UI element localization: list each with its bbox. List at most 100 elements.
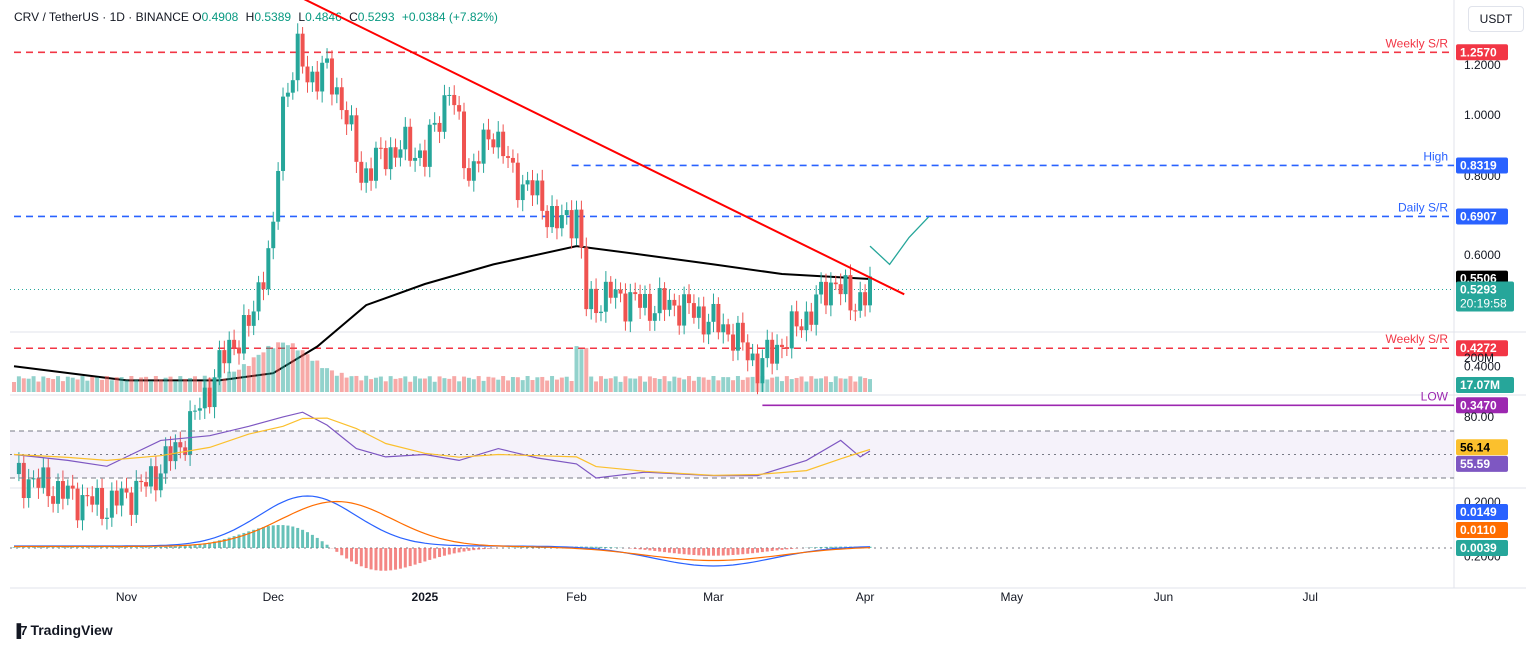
candle-body bbox=[520, 184, 525, 201]
candle-body bbox=[647, 293, 652, 321]
candle-body bbox=[36, 478, 41, 488]
descending-trendline bbox=[303, 0, 905, 296]
volume-bar bbox=[310, 360, 315, 392]
rsi-ma-tag bbox=[1456, 439, 1508, 456]
candle-body bbox=[789, 311, 794, 349]
volume-bar bbox=[652, 378, 657, 392]
chart-header: CRV / TetherUS · 1D · BINANCE O0.4908 H0… bbox=[14, 10, 498, 24]
macd-line bbox=[14, 495, 871, 567]
macd-histogram-bar bbox=[770, 548, 774, 551]
volume-bar bbox=[486, 376, 491, 392]
candle-body bbox=[799, 326, 804, 331]
macd-histogram-bar bbox=[521, 547, 525, 548]
candle-body bbox=[652, 313, 657, 321]
candle-body bbox=[823, 281, 828, 306]
volume-bar bbox=[237, 369, 242, 392]
macd-histogram-bar bbox=[227, 537, 231, 548]
macd-histogram-bar bbox=[208, 542, 212, 548]
volume-bar bbox=[437, 376, 442, 392]
macd-histogram-bar bbox=[354, 548, 358, 565]
candle-body bbox=[129, 492, 134, 515]
macd-histogram-bar bbox=[609, 547, 613, 548]
macd-histogram-bar bbox=[653, 548, 657, 551]
candle-body bbox=[114, 490, 119, 506]
volume-bar bbox=[197, 381, 202, 392]
candle-body bbox=[589, 288, 594, 310]
volume-bar bbox=[246, 365, 251, 392]
volume-bar bbox=[603, 378, 608, 392]
volume-bar bbox=[462, 376, 467, 392]
macd-histogram-bar bbox=[66, 547, 70, 548]
candle-body bbox=[178, 442, 183, 448]
volume-bar bbox=[628, 378, 633, 392]
volume-bar bbox=[481, 380, 486, 392]
volume-bar bbox=[594, 381, 599, 392]
macd-histogram-bar bbox=[442, 548, 446, 556]
volume-bar bbox=[858, 376, 863, 392]
volume-bar bbox=[124, 380, 129, 392]
volume-value: 17.07M bbox=[1460, 378, 1500, 392]
volume-bar bbox=[457, 381, 462, 392]
macd-histogram-bar bbox=[682, 548, 686, 555]
high-value: 0.5389 bbox=[254, 10, 292, 24]
volume-bar bbox=[755, 380, 760, 392]
macd-histogram-bar bbox=[17, 547, 21, 548]
candle-body bbox=[276, 170, 281, 222]
candle-body bbox=[237, 347, 242, 354]
macd-histogram-bar bbox=[51, 547, 55, 548]
candle-body bbox=[770, 339, 775, 364]
candle-body bbox=[339, 87, 344, 111]
volume-bar bbox=[868, 379, 872, 392]
volume-bar bbox=[476, 376, 481, 392]
macd-histogram-group bbox=[12, 525, 872, 571]
macd-histogram-bar bbox=[252, 529, 256, 548]
macd-histogram-bar bbox=[71, 547, 75, 548]
candle-body bbox=[26, 479, 31, 499]
candle-body bbox=[119, 488, 124, 506]
candle-body bbox=[701, 306, 706, 335]
candle-body bbox=[569, 210, 574, 239]
candle-body bbox=[828, 282, 833, 306]
macd-histogram-bar bbox=[159, 546, 163, 548]
candle-body bbox=[457, 105, 462, 112]
macd-histogram-bar bbox=[457, 548, 461, 553]
candle-body bbox=[310, 71, 315, 83]
volume-bar bbox=[65, 376, 70, 392]
candle-body bbox=[70, 485, 75, 489]
volume-bar bbox=[540, 376, 545, 392]
macd-histogram-bar bbox=[775, 548, 779, 551]
candle-body bbox=[476, 161, 481, 164]
volume-bar bbox=[114, 377, 119, 392]
candle-body bbox=[344, 110, 349, 125]
volume-bar bbox=[814, 378, 819, 392]
candle-body bbox=[95, 487, 100, 505]
macd-histogram-bar bbox=[350, 548, 354, 562]
macd-histogram-bar bbox=[56, 547, 60, 548]
candle-body bbox=[403, 126, 408, 150]
rsi-ma-line bbox=[13, 417, 871, 476]
volume-bar bbox=[369, 379, 374, 392]
volume-bar bbox=[119, 377, 124, 392]
volume-bar bbox=[315, 360, 320, 392]
volume-bar bbox=[452, 376, 457, 392]
candle-body bbox=[104, 517, 109, 519]
volume-bar bbox=[388, 376, 393, 392]
macd-signal-value: 0.0110 bbox=[1460, 523, 1496, 537]
candle-body bbox=[657, 288, 662, 314]
volume-bar bbox=[662, 376, 667, 392]
candle-body bbox=[373, 147, 378, 181]
volume-bar bbox=[163, 377, 168, 392]
volume-bar bbox=[104, 376, 109, 392]
change-value: +0.0384 (+7.82%) bbox=[401, 10, 498, 24]
candle-body bbox=[838, 284, 843, 295]
time-axis-label: May bbox=[1001, 590, 1024, 604]
macd-histogram-bar bbox=[516, 547, 520, 548]
macd-histogram-bar bbox=[829, 546, 833, 548]
candle-body bbox=[16, 462, 21, 475]
price-tick-label: 0.6000 bbox=[1464, 248, 1501, 262]
volume-bar bbox=[442, 378, 447, 392]
volume-bar bbox=[750, 376, 755, 392]
currency-button[interactable]: USDT bbox=[1468, 6, 1524, 32]
volume-bar bbox=[276, 342, 281, 392]
